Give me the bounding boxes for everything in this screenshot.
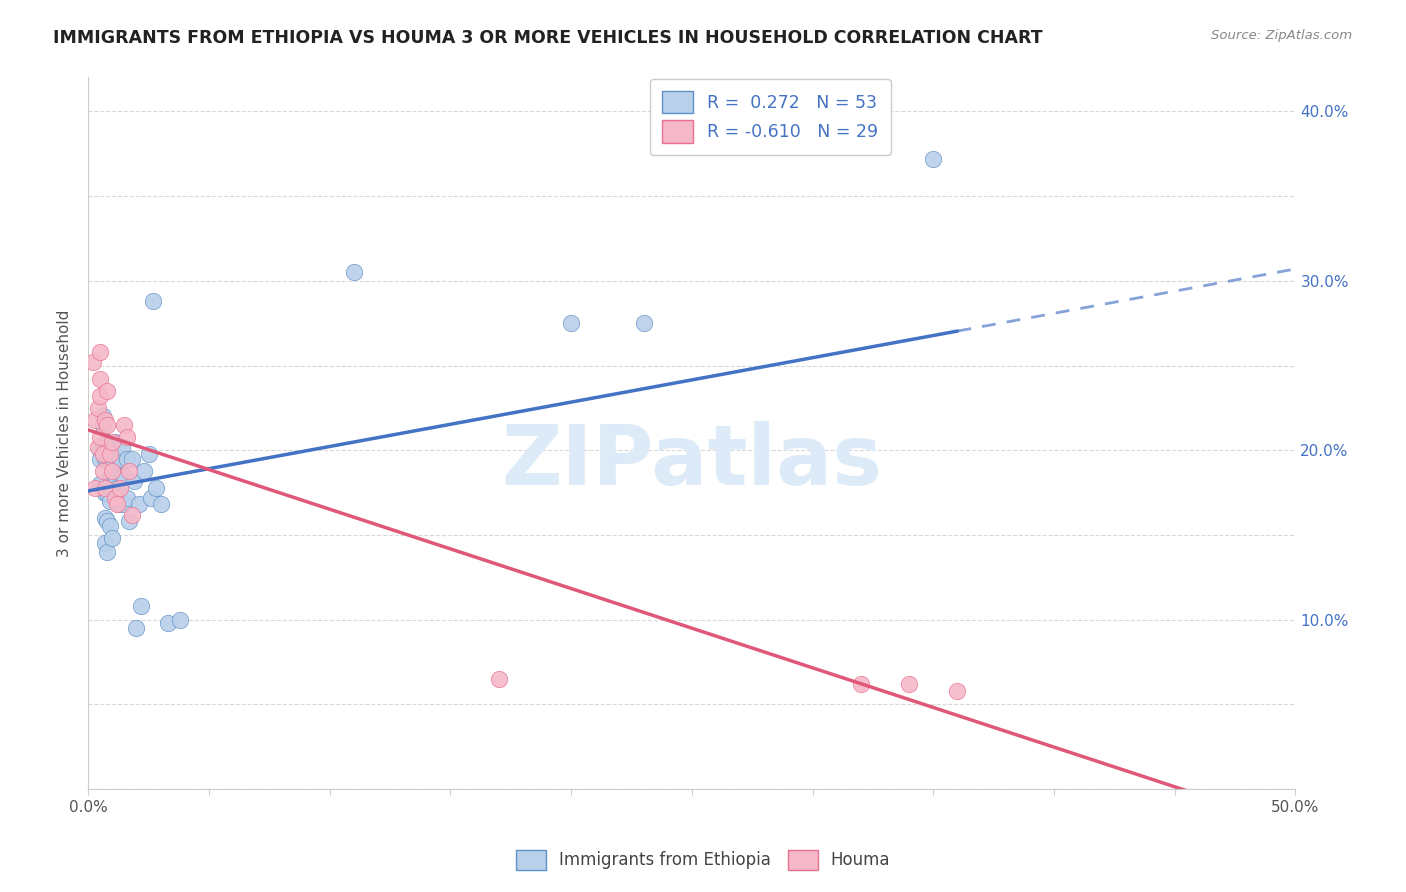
Point [98, 494, 121, 508]
Point [156, 616, 179, 631]
Point [108, 451, 131, 466]
Point [96, 417, 118, 432]
Point [121, 508, 143, 522]
Point [98, 451, 121, 466]
Point [91, 447, 114, 461]
Point [91, 409, 114, 424]
Point [112, 498, 135, 512]
Point [82, 355, 104, 369]
Point [139, 491, 162, 505]
Point [118, 515, 141, 529]
Point [87, 440, 110, 454]
Y-axis label: 3 or more Vehicles in Household: 3 or more Vehicles in Household [58, 310, 72, 557]
Point [101, 532, 124, 546]
Point [98, 468, 121, 483]
Point [142, 294, 165, 309]
Point [96, 434, 118, 449]
Point [922, 152, 945, 166]
Point [96, 515, 118, 529]
Point [104, 434, 127, 449]
Point [104, 491, 127, 505]
Point [111, 468, 134, 483]
Point [111, 440, 134, 454]
Text: IMMIGRANTS FROM ETHIOPIA VS HOUMA 3 OR MORE VEHICLES IN HOUSEHOLD CORRELATION CH: IMMIGRANTS FROM ETHIOPIA VS HOUMA 3 OR M… [53, 29, 1043, 46]
Point [87, 401, 110, 415]
Point [132, 464, 155, 478]
Point [89, 345, 111, 359]
Point [898, 677, 921, 691]
Point [91, 417, 114, 432]
Point [138, 447, 160, 461]
Point [149, 498, 172, 512]
Point [91, 464, 114, 478]
Text: Source: ZipAtlas.com: Source: ZipAtlas.com [1212, 29, 1353, 42]
Point [96, 545, 118, 559]
Point [145, 481, 167, 495]
Point [94, 481, 117, 495]
Point [89, 372, 111, 386]
Point [94, 451, 117, 466]
Point [98, 447, 121, 461]
Point [98, 519, 121, 533]
Point [89, 443, 111, 458]
Point [488, 672, 510, 686]
Point [96, 384, 118, 398]
Point [122, 474, 145, 488]
Point [128, 498, 150, 512]
Point [121, 451, 143, 466]
Point [169, 613, 191, 627]
Point [129, 599, 152, 614]
Point [101, 443, 124, 458]
Legend: R =  0.272   N = 53, R = -0.610   N = 29: R = 0.272 N = 53, R = -0.610 N = 29 [650, 79, 890, 155]
Point [115, 451, 138, 466]
Text: ZIPatlas: ZIPatlas [502, 421, 883, 502]
Point [125, 621, 148, 635]
Point [946, 684, 969, 698]
Point [118, 464, 141, 478]
Point [89, 477, 111, 491]
Point [96, 485, 118, 500]
Point [94, 413, 117, 427]
Point [91, 443, 114, 458]
Point [560, 316, 582, 330]
Point [89, 451, 111, 466]
Point [108, 498, 131, 512]
Point [96, 451, 118, 466]
Point [633, 316, 655, 330]
Point [89, 430, 111, 444]
Point [94, 536, 117, 550]
Point [101, 481, 124, 495]
Point [105, 443, 128, 458]
Point [84, 413, 107, 427]
Point [108, 481, 131, 495]
Point [115, 491, 138, 505]
Point [343, 265, 366, 279]
Point [849, 677, 872, 691]
Point [101, 460, 124, 475]
Point [112, 468, 135, 483]
Point [101, 434, 124, 449]
Point [105, 481, 128, 495]
Point [112, 417, 135, 432]
Point [94, 485, 117, 500]
Point [101, 464, 124, 478]
Point [84, 481, 107, 495]
Point [104, 468, 127, 483]
Legend: Immigrants from Ethiopia, Houma: Immigrants from Ethiopia, Houma [509, 843, 897, 877]
Point [115, 430, 138, 444]
Point [94, 511, 117, 525]
Point [105, 498, 128, 512]
Point [89, 389, 111, 403]
